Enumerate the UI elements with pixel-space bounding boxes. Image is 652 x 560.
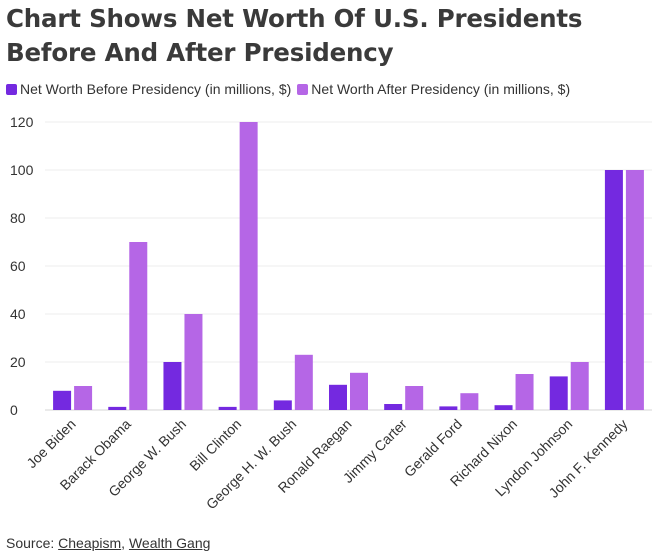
bar-after-lyndon-johnson[interactable]	[570, 362, 589, 410]
y-tick-label-20: 20	[10, 354, 26, 370]
bar-before-joe-biden[interactable]	[53, 390, 72, 410]
y-tick-label-120: 120	[10, 114, 34, 130]
bar-before-bill-clinton[interactable]	[218, 406, 237, 410]
bar-after-john-f-kennedy[interactable]	[625, 170, 644, 410]
source-link-cheapism[interactable]: Cheapism	[58, 535, 122, 551]
y-tick-label-0: 0	[10, 402, 18, 418]
bar-before-george-h-w-bush[interactable]	[273, 400, 292, 410]
y-tick-label-80: 80	[10, 210, 26, 226]
bar-before-richard-nixon[interactable]	[494, 405, 513, 410]
legend-label-after: Net Worth After Presidency (in millions,…	[311, 81, 571, 97]
legend-swatch-before	[6, 83, 17, 95]
bar-after-ronald-raegan[interactable]	[350, 372, 368, 410]
y-tick-label-100: 100	[10, 162, 34, 178]
bar-after-george-w-bush[interactable]	[184, 314, 203, 410]
bar-before-lyndon-johnson[interactable]	[549, 376, 568, 410]
bar-after-richard-nixon[interactable]	[515, 374, 534, 410]
bar-after-jimmy-carter[interactable]	[405, 386, 424, 410]
bar-after-joe-biden[interactable]	[74, 386, 93, 410]
bar-before-john-f-kennedy[interactable]	[604, 170, 623, 410]
y-tick-label-60: 60	[10, 258, 26, 274]
x-tick-label-bill-clinton: Bill Clinton	[186, 416, 244, 474]
legend-label-before: Net Worth Before Presidency (in millions…	[20, 81, 292, 97]
legend: Net Worth Before Presidency (in millions…	[6, 81, 576, 97]
bar-before-ronald-raegan[interactable]	[329, 384, 347, 410]
source-link-wealth-gang[interactable]: Wealth Gang	[128, 535, 211, 551]
y-tick-label-40: 40	[10, 306, 26, 322]
bar-before-barack-obama[interactable]	[108, 406, 127, 410]
source-prefix: Source:	[6, 535, 59, 551]
legend-swatch-after	[297, 83, 309, 95]
bar-before-jimmy-carter[interactable]	[384, 404, 403, 410]
x-tick-label-joe-biden: Joe Biden	[23, 416, 78, 471]
bar-after-bill-clinton[interactable]	[239, 122, 258, 410]
source-line: Source: Cheapism, Wealth Gang	[6, 535, 210, 551]
bar-before-gerald-ford[interactable]	[439, 406, 458, 410]
legend-item-after[interactable]: Net Worth After Presidency (in millions,…	[297, 81, 570, 97]
bar-before-george-w-bush[interactable]	[163, 362, 182, 410]
chart-title: Chart Shows Net Worth Of U.S. Presidents…	[6, 4, 583, 67]
bar-after-gerald-ford[interactable]	[460, 393, 479, 410]
bar-after-george-h-w-bush[interactable]	[294, 354, 313, 410]
source-separator: ,	[121, 535, 129, 551]
legend-item-before[interactable]: Net Worth Before Presidency (in millions…	[6, 81, 291, 97]
bar-after-barack-obama[interactable]	[129, 242, 148, 410]
